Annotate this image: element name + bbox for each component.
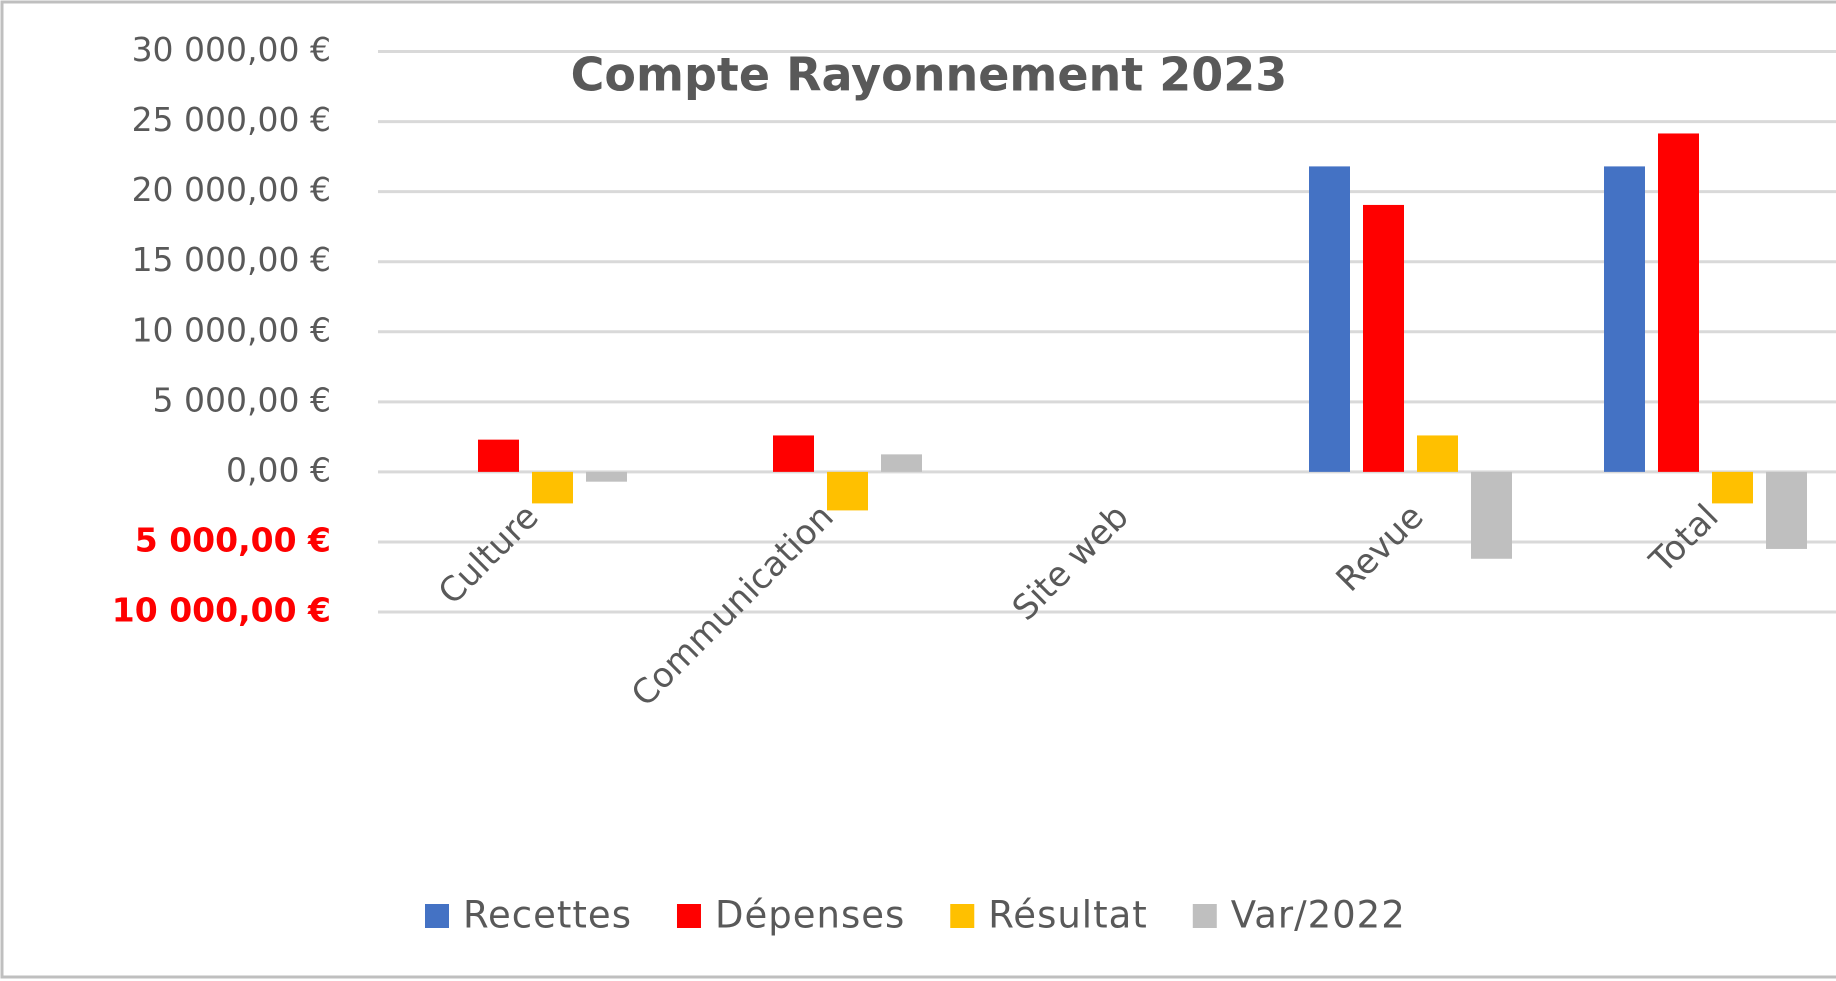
legend-swatch <box>1192 904 1217 928</box>
legend-label: Dépenses <box>715 894 905 937</box>
bar <box>1363 204 1404 472</box>
y-tick-label: 5 000,00 € <box>135 520 331 559</box>
legend-swatch <box>425 904 449 928</box>
legend-label: Recettes <box>463 894 632 937</box>
y-tick-label: 30 000,00 € <box>132 30 331 69</box>
y-tick-label: 10 000,00 € <box>112 591 331 630</box>
y-tick-label: 15 000,00 € <box>132 240 331 279</box>
bar <box>478 439 519 472</box>
y-tick-label: 5 000,00 € <box>153 380 331 419</box>
bar <box>1766 471 1807 549</box>
y-tick-label: 0,00 € <box>226 450 331 489</box>
bar <box>1417 435 1458 472</box>
bar <box>1309 166 1350 472</box>
bar <box>1471 471 1512 559</box>
legend-swatch <box>676 904 701 928</box>
y-tick-label: 25 000,00 € <box>132 100 331 139</box>
bar <box>1604 166 1645 472</box>
y-tick-label: 10 000,00 € <box>132 310 331 349</box>
bar <box>881 454 922 472</box>
bar <box>586 471 627 482</box>
bar <box>1658 133 1699 472</box>
bar <box>773 435 814 472</box>
legend-swatch <box>950 904 975 928</box>
bar <box>1712 471 1753 504</box>
bar <box>532 471 573 504</box>
legend-label: Var/2022 <box>1231 894 1406 937</box>
bar <box>827 471 868 511</box>
y-tick-label: 20 000,00 € <box>132 170 331 209</box>
legend-label: Résultat <box>988 894 1148 937</box>
chart-title: Compte Rayonnement 2023 <box>571 48 1288 102</box>
